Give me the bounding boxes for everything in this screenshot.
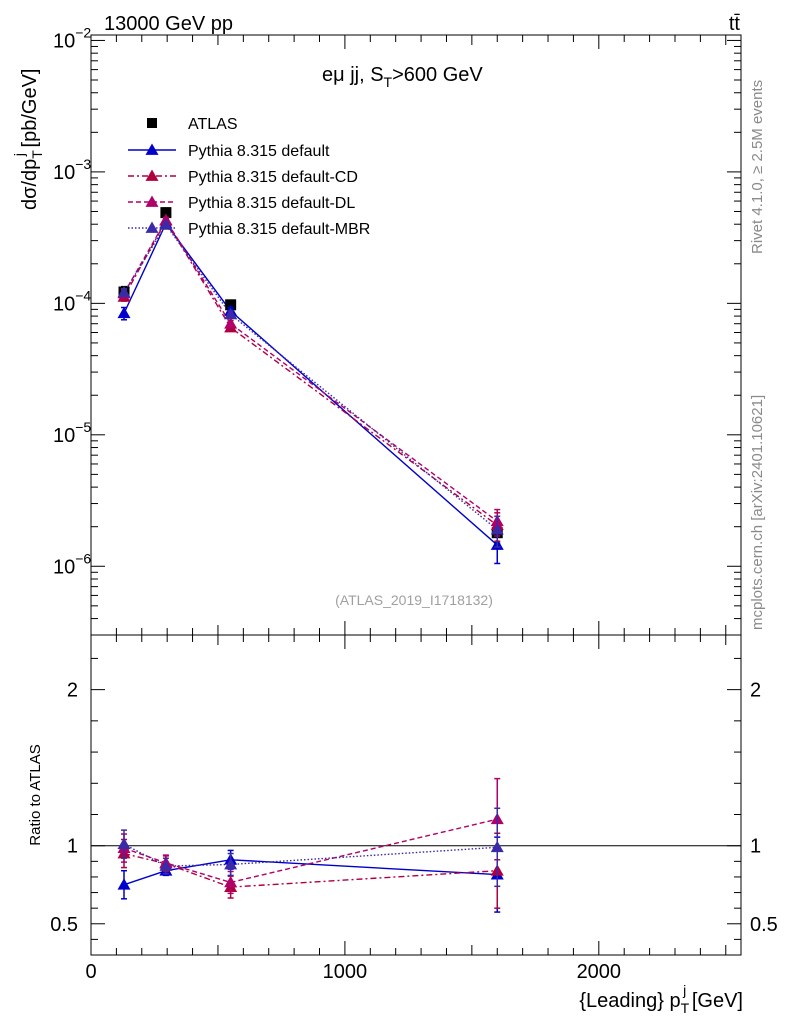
main-point-mbr — [224, 307, 238, 320]
main-y-tick-labels: 10−610−510−410−310−2 — [53, 24, 91, 578]
xlabel-sub: T — [681, 1000, 690, 1016]
legend-marker-default — [145, 143, 159, 155]
tick-exponent: −3 — [75, 156, 91, 172]
legend-item-default: Pythia 8.315 default — [128, 143, 330, 160]
ratio-point-mbr — [117, 837, 131, 850]
main-point-mbr — [159, 218, 173, 230]
ratio-y-tick-label: 0.5 — [50, 914, 78, 936]
tick-base: 10 — [53, 293, 75, 315]
xlabel-a: {Leading} p — [579, 990, 680, 1012]
legend-label-mbr: Pythia 8.315 default-MBR — [188, 221, 370, 238]
x-axis-label: {Leading} pTj [GeV] — [579, 982, 743, 1016]
legend-label-cd: Pythia 8.315 default-CD — [188, 169, 358, 186]
ratio-series-points — [117, 777, 504, 913]
main-y-tick-label: 10−6 — [53, 550, 91, 578]
ratio-line-dl — [123, 818, 498, 884]
main-series-points — [117, 207, 504, 565]
ratio-point-default — [117, 878, 131, 890]
main-y-tick-label: 10−3 — [53, 156, 91, 184]
ratio-point-mbr — [224, 857, 238, 870]
main-point-mbr — [490, 523, 504, 535]
legend-label-default: Pythia 8.315 default — [188, 143, 330, 160]
main-panel: 10−610−510−410−310−2 eμ jj, ST>600 GeV d… — [11, 24, 742, 636]
ratio-panel: 0.5 0.5 1 1 2 2 0 1000 2000 Ratio to ATLAS {Lea… — [27, 634, 778, 1016]
x-tick-label: 1000 — [323, 961, 368, 983]
rivet-label: Rivet 4.1.0, ≥ 2.5M events — [749, 80, 766, 254]
title-sub: T — [384, 74, 393, 90]
legend-marker-cd — [145, 169, 159, 181]
ratio-point-dl — [224, 875, 238, 888]
legend-label-atlas: ATLAS — [188, 116, 238, 133]
legend-model-items: Pythia 8.315 default Pythia 8.315 default… — [128, 143, 370, 238]
analysis-watermark: (ATLAS_2019_I1718132) — [335, 592, 493, 608]
tick-base: 10 — [53, 162, 75, 184]
ratio-line-default — [123, 859, 498, 886]
main-line-mbr — [123, 223, 498, 531]
xlabel-sup: j — [682, 982, 686, 998]
legend-marker-dl — [145, 195, 159, 207]
ratio-x-tick-labels: 0 1000 2000 — [85, 961, 621, 983]
x-tick-label: 0 — [85, 961, 96, 983]
tick-exponent: −2 — [75, 24, 91, 40]
tick-exponent: −5 — [75, 419, 91, 435]
tick-exponent: −6 — [75, 550, 91, 566]
tick-exponent: −4 — [75, 287, 91, 303]
x-tick-label: 2000 — [577, 961, 622, 983]
main-point-dl — [224, 317, 238, 329]
ratio-y-tick-label-right: 2 — [750, 680, 761, 702]
legend-item-cd: Pythia 8.315 default-CD — [128, 169, 358, 186]
main-y-tick-label: 10−2 — [53, 24, 91, 52]
ratio-y-axis-label: Ratio to ATLAS — [27, 744, 44, 845]
main-point-atlas — [160, 207, 172, 219]
ratio-line-cd — [123, 852, 498, 888]
main-title: eμ jj, ST>600 GeV — [322, 64, 483, 90]
ratio-ticks — [90, 635, 741, 955]
main-line-default — [123, 222, 498, 546]
ylabel-sub: T — [29, 150, 45, 159]
header-left: 13000 GeV pp — [104, 13, 233, 35]
ylabel-sup: j — [11, 153, 27, 157]
ratio-series-lines — [123, 818, 498, 888]
tick-base: 10 — [53, 30, 75, 52]
ratio-y-tick-label-right: 0.5 — [750, 914, 778, 936]
main-point-default — [117, 306, 131, 319]
main-y-tick-label: 10−4 — [53, 287, 91, 315]
header-right: tt̄ — [729, 13, 741, 35]
mcplots-label: mcplots.cern.ch [arXiv:2401.10621] — [749, 395, 766, 630]
ratio-y-tick-label: 1 — [67, 836, 78, 858]
legend-item-mbr: Pythia 8.315 default-MBR — [128, 221, 370, 238]
ylabel-a: dσ/dp — [19, 159, 41, 210]
tick-base: 10 — [53, 425, 75, 447]
ratio-frame — [90, 634, 742, 956]
ratio-y-tick-label: 2 — [67, 680, 78, 702]
legend-marker-atlas — [147, 118, 157, 128]
title-pre: eμ jj, S — [322, 64, 384, 86]
main-line-dl — [123, 218, 498, 522]
legend-label-dl: Pythia 8.315 default-DL — [188, 195, 355, 212]
tick-base: 10 — [53, 556, 75, 578]
main-y-axis-label: dσ/dpTj [pb/GeV] — [11, 69, 45, 210]
ratio-point-mbr — [490, 840, 504, 853]
ylabel-b: [pb/GeV] — [19, 69, 41, 154]
ratio-y-tick-label-right: 1 — [750, 836, 761, 858]
main-y-tick-label: 10−5 — [53, 419, 91, 447]
ratio-line-mbr — [123, 843, 498, 867]
ratio-point-mbr — [159, 859, 173, 871]
legend-item-atlas: ATLAS — [147, 116, 238, 133]
xlabel-b: [GeV] — [686, 990, 743, 1012]
main-ticks — [90, 35, 741, 636]
ratio-y-tick-labels: 0.5 0.5 1 1 2 2 — [50, 680, 778, 936]
legend-item-dl: Pythia 8.315 default-DL — [128, 195, 355, 212]
legend-marker-mbr — [145, 221, 159, 233]
main-point-mbr — [117, 285, 131, 298]
title-post: >600 GeV — [392, 64, 483, 86]
main-series-lines — [123, 218, 498, 546]
